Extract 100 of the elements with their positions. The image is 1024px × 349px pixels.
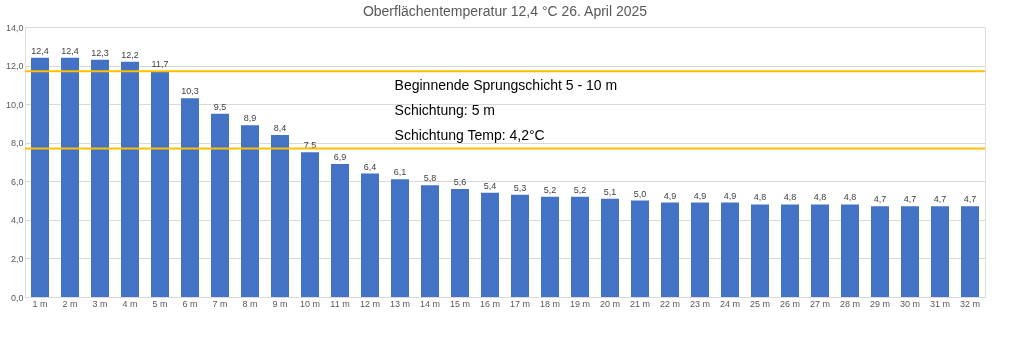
x-tick-label: 17 m	[509, 298, 531, 309]
bar	[661, 202, 679, 297]
x-tick-label: 11 m	[330, 298, 350, 309]
bar	[391, 179, 409, 297]
x-tick-label: 5 m	[152, 298, 168, 309]
x-tick-label: 28 m	[839, 298, 861, 309]
x-tick-label: 9 m	[272, 298, 288, 309]
data-label: 12,4	[31, 45, 49, 56]
bar	[811, 204, 829, 297]
y-tick-label: 8,0	[10, 138, 24, 149]
bar	[871, 206, 889, 297]
annotation: Schichtung: 5 m	[394, 102, 495, 119]
bar	[61, 57, 79, 297]
bar	[961, 206, 979, 297]
bar	[181, 98, 199, 297]
bar	[91, 59, 109, 297]
x-tick-label: 1 m	[32, 298, 48, 309]
data-label: 5,3	[513, 182, 527, 193]
data-label: 5,0	[633, 188, 647, 199]
x-tick-label: 14 m	[419, 298, 441, 309]
bar	[241, 125, 259, 297]
chart-title: Oberflächentemperatur 12,4 °C 26. April 2025	[362, 3, 648, 19]
bar	[481, 192, 499, 297]
bar	[841, 204, 859, 297]
bar	[601, 198, 619, 297]
data-label: 6,1	[393, 167, 407, 178]
y-tick-label: 2,0	[10, 253, 24, 264]
bar	[691, 202, 709, 297]
x-tick-label: 32 m	[959, 298, 981, 309]
data-label: 5,6	[453, 177, 467, 187]
x-tick-label: 27 m	[809, 298, 831, 309]
data-label: 4,7	[903, 194, 917, 205]
x-tick-label: 16 m	[479, 298, 501, 309]
x-tick-label: 7 m	[212, 298, 228, 309]
x-tick-label: 3 m	[92, 298, 108, 309]
x-tick-label: 6 m	[182, 298, 198, 309]
bar	[301, 152, 319, 297]
x-tick-label: 31 m	[929, 298, 951, 309]
x-tick-label: 26 m	[779, 298, 801, 309]
data-label: 5,2	[543, 184, 557, 195]
data-label: 5,1	[603, 186, 617, 197]
data-label: 4,9	[693, 190, 707, 201]
x-tick-label: 12 m	[359, 298, 381, 309]
data-label: 5,8	[423, 173, 437, 184]
data-label: 4,7	[933, 194, 947, 205]
x-tick-label: 8 m	[242, 298, 258, 309]
bar	[721, 202, 739, 297]
data-label: 4,9	[663, 190, 677, 201]
annotation: Schichtung Temp: 4,2°C	[394, 127, 545, 144]
bar	[901, 206, 919, 297]
bar	[541, 196, 559, 297]
data-label: 11,7	[151, 59, 169, 70]
x-tick-label: 2 m	[62, 298, 78, 309]
bar	[451, 189, 469, 297]
x-tick-label: 10 m	[299, 298, 321, 309]
data-label: 6,9	[333, 151, 347, 162]
bar	[31, 57, 49, 297]
data-label: 5,4	[483, 180, 497, 191]
bar	[571, 196, 589, 297]
data-label: 4,7	[963, 194, 977, 205]
data-label: 9,5	[213, 101, 227, 112]
x-tick-label: 19 m	[569, 298, 591, 309]
x-tick-label: 29 m	[869, 298, 891, 309]
x-tick-label: 24 m	[719, 298, 741, 309]
x-tick-label: 30 m	[899, 298, 921, 309]
data-label: 4,8	[783, 192, 797, 203]
data-label: 12,4	[61, 45, 79, 56]
x-tick-label: 4 m	[122, 298, 138, 309]
bar	[781, 204, 799, 297]
data-label: 4,8	[753, 192, 767, 203]
x-tick-label: 15 m	[449, 298, 471, 309]
y-tick-label: 12,0	[5, 61, 24, 72]
data-label: 8,4	[273, 123, 287, 133]
data-label: 10,3	[181, 86, 199, 97]
data-label: 12,2	[121, 49, 139, 60]
y-tick-label: 0,0	[10, 292, 24, 303]
bar	[361, 173, 379, 297]
x-tick-label: 22 m	[659, 298, 681, 309]
y-tick-label: 6,0	[10, 176, 24, 187]
bar	[151, 71, 169, 297]
data-label: 12,3	[91, 47, 109, 58]
x-tick-label: 21 m	[629, 298, 651, 309]
data-label: 4,8	[813, 192, 827, 203]
bar	[931, 206, 949, 297]
bar	[751, 204, 769, 297]
data-label: 5,2	[573, 184, 587, 195]
x-tick-label: 25 m	[749, 298, 771, 309]
bar	[331, 163, 349, 297]
x-tick-label: 13 m	[389, 298, 411, 309]
bar	[631, 200, 649, 297]
x-tick-label: 18 m	[539, 298, 561, 309]
data-label: 4,7	[873, 194, 887, 205]
bar	[271, 135, 289, 297]
x-tick-label: 20 m	[599, 298, 621, 309]
data-label: 4,9	[723, 190, 737, 201]
data-label: 4,8	[843, 192, 857, 203]
y-tick-label: 4,0	[10, 215, 24, 226]
x-tick-label: 23 m	[689, 298, 711, 309]
data-label: 6,4	[363, 161, 377, 172]
annotation: Beginnende Sprungschicht 5 - 10 m	[394, 77, 618, 94]
